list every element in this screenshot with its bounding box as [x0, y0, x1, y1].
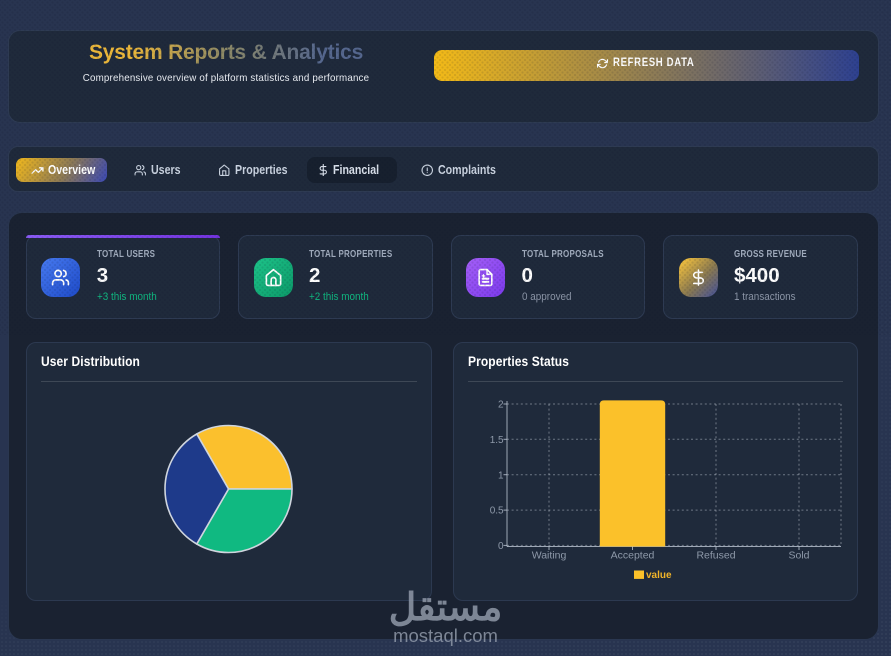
- svg-text:1: 1: [498, 470, 504, 481]
- svg-text:1.5: 1.5: [490, 434, 504, 445]
- svg-text:0.5: 0.5: [490, 505, 504, 516]
- svg-text:Sold: Sold: [788, 549, 809, 561]
- svg-text:2: 2: [498, 399, 504, 410]
- svg-text:0: 0: [498, 540, 504, 551]
- svg-text:Waiting: Waiting: [532, 549, 567, 561]
- svg-text:Refused: Refused: [696, 549, 735, 561]
- svg-text:Accepted: Accepted: [611, 549, 655, 561]
- svg-text:value: value: [646, 570, 672, 581]
